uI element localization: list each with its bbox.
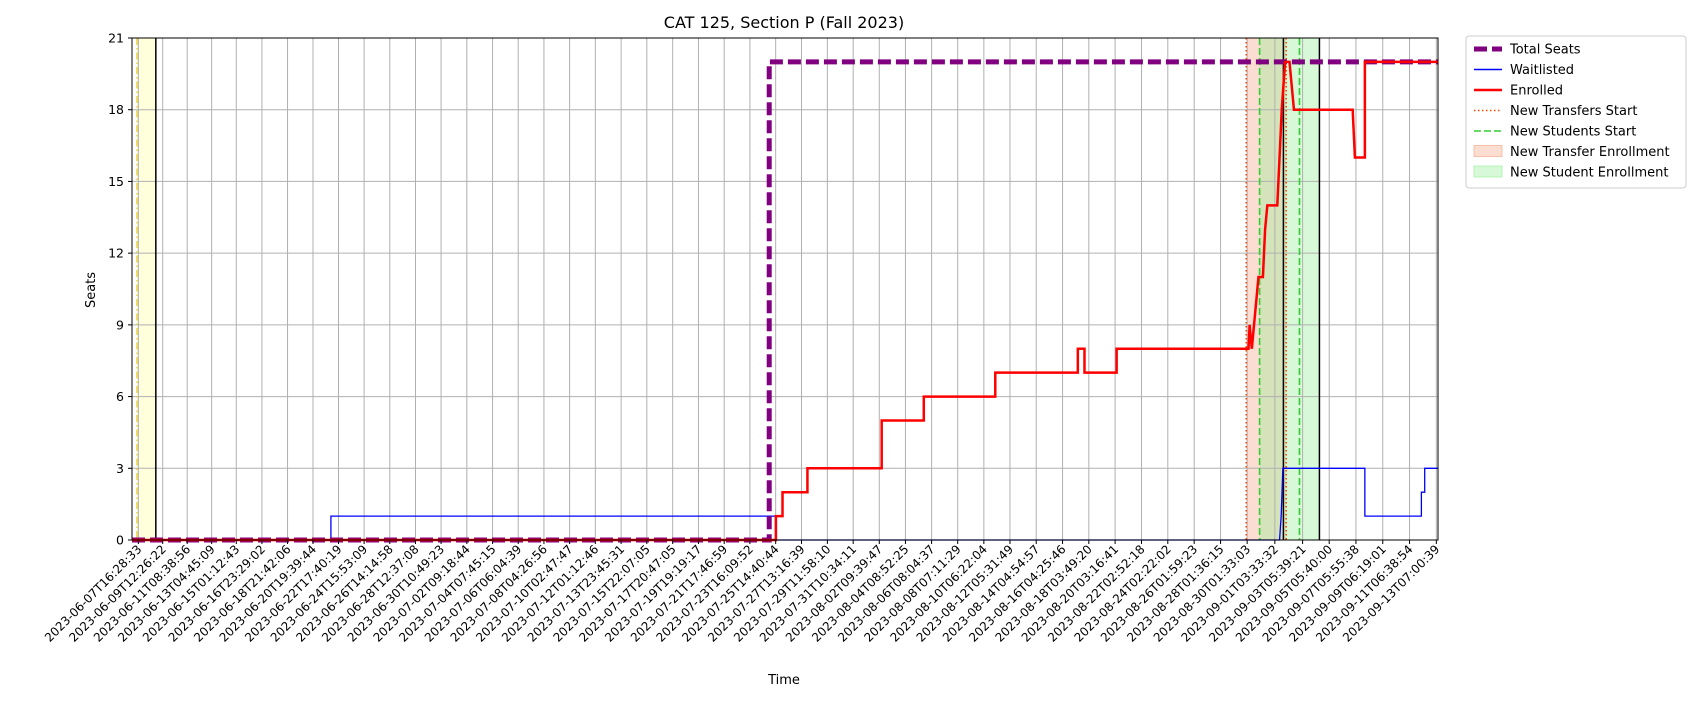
y-tick-label: 3 — [116, 461, 124, 476]
chart-title: CAT 125, Section P (Fall 2023) — [664, 13, 904, 32]
shaded-region-0 — [136, 38, 156, 540]
legend-label: New Transfer Enrollment — [1510, 145, 1670, 160]
series-line-waitlisted — [132, 467, 1438, 541]
legend-label: New Student Enrollment — [1510, 166, 1668, 181]
y-tick-label: 18 — [108, 102, 124, 117]
y-tick-label: 6 — [116, 389, 124, 404]
y-tick-label: 0 — [116, 533, 124, 548]
legend-label: Enrolled — [1510, 84, 1563, 99]
series-line-enrolled — [132, 60, 1438, 542]
legend-box — [1465, 35, 1687, 189]
legend-label: Total Seats — [1509, 43, 1581, 58]
legend: Total Seats Waitlisted Enrolled New Transfe… — [1465, 35, 1687, 189]
y-tick-label: 15 — [108, 174, 124, 189]
y-tick-label: 12 — [108, 246, 124, 261]
y-tick-label: 21 — [108, 31, 124, 46]
legend-label: Waitlisted — [1510, 63, 1574, 78]
plot-area: 0369121518212023-06-07T16:28:332023-06-0… — [42, 31, 1442, 645]
legend-swatch — [1473, 165, 1503, 178]
legend-label: New Transfers Start — [1510, 104, 1637, 119]
plot-frame — [131, 37, 1439, 541]
y-tick-label: 9 — [116, 317, 124, 332]
x-axis-label: Time — [767, 673, 800, 688]
legend-label: New Students Start — [1510, 125, 1636, 140]
legend-swatch — [1473, 145, 1503, 157]
shaded-region-1 — [1246, 38, 1287, 540]
y-axis-label: Seats — [84, 272, 99, 308]
shaded-region-2 — [1259, 38, 1320, 540]
